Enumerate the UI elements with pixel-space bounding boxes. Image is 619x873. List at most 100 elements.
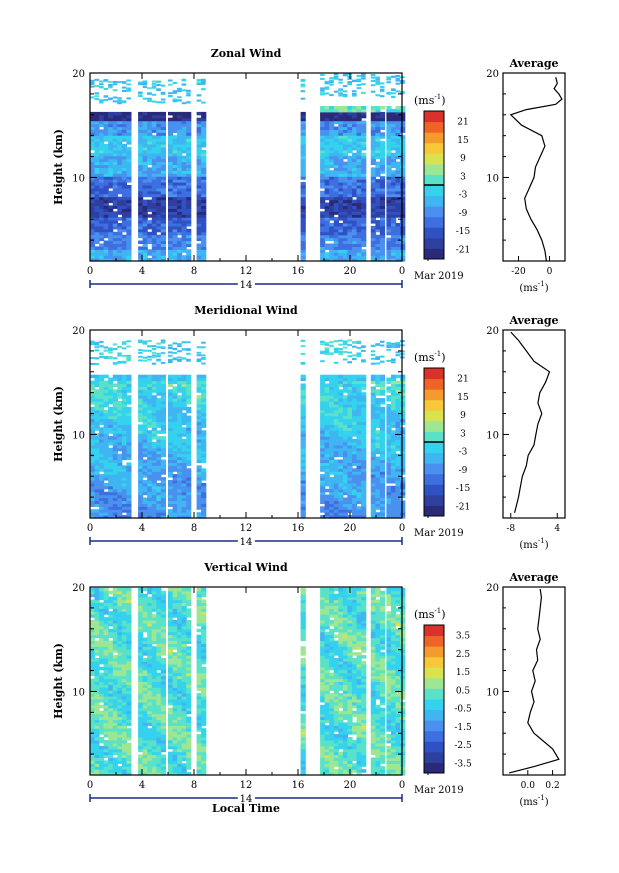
heatmap-cell xyxy=(333,199,339,204)
heatmap-cell xyxy=(90,176,96,180)
heatmap-cell xyxy=(117,386,123,390)
heatmap-cell xyxy=(386,190,392,195)
heatmap-cell xyxy=(356,398,362,402)
heatmap-cell xyxy=(156,237,162,242)
heatmap-cell xyxy=(181,205,187,209)
heatmap-cell xyxy=(177,228,183,233)
heatmap-cell xyxy=(108,719,114,723)
heatmap-cell xyxy=(121,436,127,440)
heatmap-cell xyxy=(324,234,330,239)
heatmap-cell xyxy=(172,126,178,130)
heatmap-cell xyxy=(324,190,330,195)
heatmap-cell xyxy=(94,187,100,192)
heatmap-cell xyxy=(151,389,157,393)
heatmap-cell xyxy=(103,672,109,677)
heatmap-cell xyxy=(379,471,386,475)
heatmap-cell xyxy=(168,395,174,399)
heatmap-cell xyxy=(333,75,339,78)
heatmap-cell xyxy=(99,494,105,499)
heatmap-cell xyxy=(103,599,109,603)
heatmap-cell xyxy=(94,719,100,723)
heatmap-cell xyxy=(121,760,127,764)
heatmap-cell xyxy=(138,389,144,393)
x-tick-label: 0 xyxy=(87,523,93,534)
heatmap-cell xyxy=(117,622,123,627)
date-label: Mar 2019 xyxy=(414,528,464,539)
heatmap-cell xyxy=(356,231,362,236)
heatmap-cell xyxy=(177,359,182,361)
heatmap-cell xyxy=(333,474,339,478)
heatmap-cell xyxy=(333,506,339,510)
heatmap-cell xyxy=(395,494,401,499)
heatmap-cell xyxy=(186,401,192,405)
heatmap-cell xyxy=(356,418,362,423)
heatmap-cell xyxy=(121,737,127,741)
heatmap-cell xyxy=(356,155,362,160)
heatmap-cell xyxy=(160,515,166,519)
heatmap-cell xyxy=(90,395,96,399)
heatmap-cell xyxy=(112,258,118,262)
heatmap-cell xyxy=(112,681,118,685)
heatmap-cell xyxy=(329,386,335,390)
heatmap-cell xyxy=(352,398,358,402)
heatmap-cell xyxy=(395,173,401,177)
x-tick-label: 0 xyxy=(399,266,405,277)
heatmap-cell xyxy=(196,494,202,499)
heatmap-cell xyxy=(177,220,183,224)
heatmap-cell xyxy=(347,415,353,420)
heatmap-cell xyxy=(375,132,381,136)
heatmap-cell xyxy=(347,155,353,160)
heatmap-cell xyxy=(99,86,104,89)
heatmap-cell xyxy=(168,258,174,262)
heatmap-cell xyxy=(151,138,157,142)
heatmap-cell xyxy=(172,491,178,496)
heatmap-cell xyxy=(177,199,183,204)
heatmap-cell xyxy=(181,459,187,463)
heatmap-cell xyxy=(142,430,148,434)
heatmap-cell xyxy=(156,132,162,136)
heatmap-cell xyxy=(99,383,105,387)
heatmap-cell xyxy=(324,349,330,352)
heatmap-cell xyxy=(370,190,376,195)
colorbar-tick-label: -15 xyxy=(456,227,471,237)
heatmap-cell xyxy=(90,430,96,434)
heatmap-cell xyxy=(103,719,109,723)
heatmap-cell xyxy=(121,389,127,393)
heatmap-cell xyxy=(117,403,123,408)
heatmap-cell xyxy=(108,769,114,773)
heatmap-cell xyxy=(395,398,401,402)
heatmap-cell xyxy=(342,471,349,475)
heatmap-cell xyxy=(108,640,114,644)
heatmap-cell xyxy=(138,132,144,136)
heatmap-cell xyxy=(99,628,105,633)
heatmap-cell xyxy=(201,223,207,227)
heatmap-cell xyxy=(117,719,123,723)
heatmap-cell xyxy=(370,114,376,119)
heatmap-cell xyxy=(142,439,148,443)
heatmap-cell xyxy=(361,398,367,402)
heatmap-cell xyxy=(172,398,178,402)
heatmap-cell xyxy=(117,380,123,385)
heatmap-cell xyxy=(112,170,118,174)
heatmap-cell xyxy=(103,211,109,215)
heatmap-cell xyxy=(142,117,148,122)
heatmap-cell xyxy=(391,249,397,253)
heatmap-cell xyxy=(324,465,330,469)
heatmap-cell xyxy=(103,456,109,461)
heatmap-cell xyxy=(338,237,344,242)
heatmap-cell xyxy=(177,170,183,174)
heatmap-cell xyxy=(177,485,183,490)
heatmap-cell xyxy=(160,132,166,136)
heatmap-cell xyxy=(108,728,114,732)
heatmap-cell xyxy=(386,170,392,174)
heatmap-cell xyxy=(356,409,362,414)
heatmap-cell xyxy=(112,480,118,484)
heatmap-cell xyxy=(375,138,381,142)
heatmap-cell xyxy=(333,447,339,452)
heatmap-cell xyxy=(201,228,207,233)
heatmap-cell xyxy=(138,117,144,122)
heatmap-cell xyxy=(117,655,123,659)
heatmap-cell xyxy=(338,81,343,84)
heatmap-cell xyxy=(103,459,109,463)
heatmap-cell xyxy=(300,392,306,396)
